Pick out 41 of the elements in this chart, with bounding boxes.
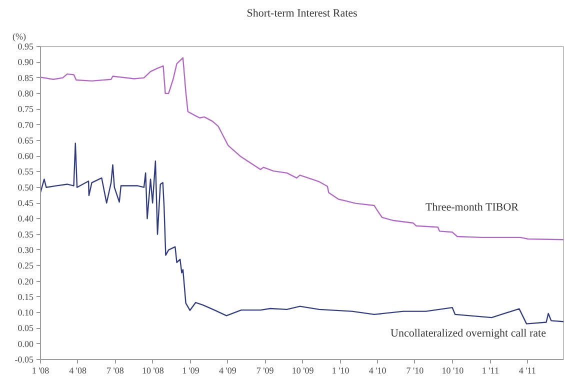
y-tick-label: 0.40 [18,214,34,224]
y-tick-label: 0.35 [18,229,34,240]
y-tick-label: 0.45 [18,198,34,208]
y-tick-label: 0.25 [18,260,34,271]
y-tick-label: 0.90 [18,57,34,68]
y-tick-label: 0.75 [18,104,34,114]
series-label: Uncollateralized overnight call rate [390,328,546,340]
y-tick-label: 0.15 [18,292,34,302]
x-tick-label: 1 '09 [182,366,200,376]
y-tick-label: 0.80 [18,88,34,98]
x-tick-label: 1 '10 [332,366,350,376]
y-tick-label: 0.55 [18,166,34,177]
x-tick-label: 10 '09 [292,366,314,376]
y-tick-label: -0.05 [14,354,34,364]
y-tick-label: 0.00 [18,338,34,349]
y-tick-label: 0.85 [18,72,34,83]
y-axis-title: (%) [12,32,26,42]
x-tick-label: 4 '09 [219,366,237,376]
line-series [40,57,564,240]
x-tick-label: 10 '08 [142,366,164,376]
y-tick-label: 0.50 [18,182,34,192]
y-tick-label: 0.95 [18,42,34,52]
x-tick-label: 7 '10 [406,366,424,376]
series-label: Three-month TIBOR [426,202,520,214]
x-tick-label: 10 '10 [442,366,464,376]
x-tick-label: 4 '11 [518,366,536,376]
y-tick-label: 0.30 [18,244,34,255]
chart-title: Short-term Interest Rates [246,8,358,20]
y-tick-label: 0.70 [18,120,34,130]
x-tick-label: 7 '09 [256,366,274,376]
x-tick-label: 4 '08 [69,366,88,376]
line-series [40,142,564,324]
y-tick-label: 0.10 [18,308,34,318]
y-tick-label: 0.05 [18,323,34,334]
y-tick-label: 0.65 [18,135,34,146]
x-tick-label: 4 '10 [368,366,387,376]
y-tick-label: 0.20 [18,276,34,286]
y-tick-label: 0.60 [18,151,34,162]
x-tick-label: 1 '08 [32,366,50,376]
x-tick-label: 1 '11 [482,366,499,376]
x-tick-label: 7 '08 [106,366,124,376]
